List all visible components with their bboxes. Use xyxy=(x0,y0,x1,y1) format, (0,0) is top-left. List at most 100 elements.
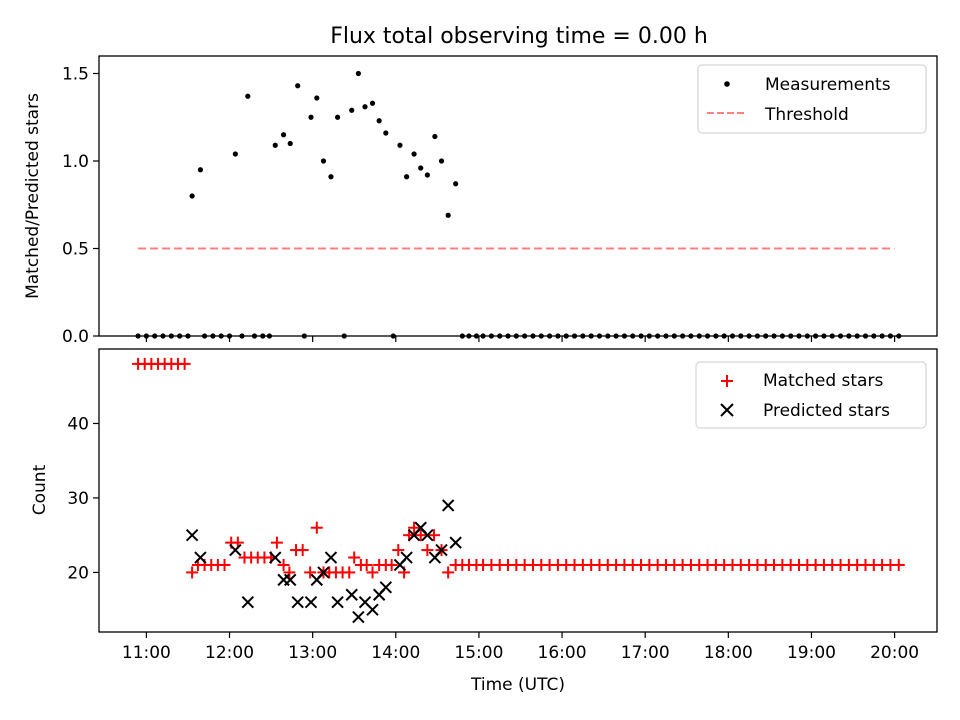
bottom-y-ticks: 20 30 40 xyxy=(67,414,99,583)
matched-star-point xyxy=(218,558,231,571)
y-tick-label: 20 xyxy=(67,563,89,583)
x-tick-label: 15:00 xyxy=(454,643,503,663)
matched-star-point xyxy=(277,558,290,571)
legend-measurements-label: Measurements xyxy=(765,75,891,95)
predicted-star-point xyxy=(400,551,413,564)
measurement-point xyxy=(245,93,251,99)
predicted-star-point xyxy=(435,543,448,557)
bottom-panel: 20 30 40 11:00 12:00 13:00 14:00 15:00 16:00 17:… xyxy=(30,348,938,695)
measurement-point xyxy=(189,193,195,199)
matched-star-point xyxy=(360,558,373,571)
predicted-star-point xyxy=(241,596,255,609)
legend-threshold-label: Threshold xyxy=(764,105,849,125)
x-tick-label: 13:00 xyxy=(288,643,337,663)
measurement-point xyxy=(197,167,204,173)
x-tick-label: 14:00 xyxy=(371,643,420,663)
y-tick-label: 1.5 xyxy=(62,65,89,85)
y-tick-label: 30 xyxy=(67,489,89,509)
legend-predicted-marker xyxy=(720,403,734,417)
top-chart-title: Flux total observing time = 0.00 h xyxy=(330,24,708,49)
measurement-point xyxy=(362,104,368,110)
y-tick-label: 0.5 xyxy=(62,240,89,260)
measurement-point xyxy=(424,172,430,178)
measurement-point xyxy=(438,158,445,164)
measurement-point xyxy=(376,118,382,124)
predicted-star-point xyxy=(284,573,297,587)
legend-predicted-label: Predicted stars xyxy=(763,401,890,421)
bottom-x-ticks: 11:00 12:00 13:00 14:00 15:00 16:00 17:00 18:00… xyxy=(122,632,919,663)
measurement-point xyxy=(280,132,287,138)
top-legend: Measurements Threshold xyxy=(697,64,927,134)
measurement-point xyxy=(369,100,376,106)
top-y-ticks: 0.0 0.5 1.0 1.5 xyxy=(62,65,99,347)
x-tick-label: 18:00 xyxy=(704,643,753,663)
matched-star-point xyxy=(408,521,421,534)
matched-star-point xyxy=(385,558,398,571)
matched-star-point xyxy=(186,566,199,579)
predicted-star-point xyxy=(269,551,282,564)
bottom-y-axis-label: Count xyxy=(30,464,50,515)
matched-star-point xyxy=(414,529,427,542)
matched-star-point xyxy=(343,566,356,579)
measurement-point xyxy=(295,83,301,89)
matched-star-point xyxy=(348,551,361,564)
predicted-star-point xyxy=(291,596,304,609)
measurement-point xyxy=(355,70,361,77)
measurement-point xyxy=(432,133,438,140)
matched-star-point xyxy=(270,536,283,549)
x-tick-label: 19:00 xyxy=(787,643,836,663)
top-x-ticks xyxy=(145,336,896,342)
measurement-point xyxy=(328,174,334,180)
predicted-star-point xyxy=(441,499,455,512)
measurement-point xyxy=(334,114,341,120)
measurement-point xyxy=(232,151,238,157)
predicted-star-point xyxy=(449,536,462,549)
predicted-star-point xyxy=(194,551,207,564)
legend-measurements-marker xyxy=(724,81,730,87)
matched-star-point xyxy=(421,544,434,557)
bottom-x-axis-label: Time (UTC) xyxy=(470,675,565,695)
measurement-point xyxy=(397,142,403,148)
x-tick-label: 17:00 xyxy=(621,643,670,663)
measurement-point xyxy=(411,151,417,157)
bottom-legend: Matched stars Predicted stars xyxy=(695,361,927,429)
matched-star-point xyxy=(310,521,323,534)
top-legend-box xyxy=(697,64,927,134)
matched-star-point xyxy=(178,357,191,370)
x-tick-label: 11:00 xyxy=(122,643,171,663)
x-tick-label: 12:00 xyxy=(205,643,254,663)
x-tick-label: 16:00 xyxy=(538,643,587,663)
matched-star-point xyxy=(392,544,405,557)
matched-star-point xyxy=(366,566,379,579)
matched-star-point xyxy=(442,566,455,579)
measurement-point xyxy=(403,174,410,180)
x-tick-label: 20:00 xyxy=(870,643,919,663)
measurement-point xyxy=(272,142,278,148)
measurement-point xyxy=(349,107,355,113)
predicted-star-point xyxy=(324,551,338,564)
measurement-point xyxy=(418,165,424,171)
bottom-plot-marks xyxy=(132,357,905,624)
predicted-star-point xyxy=(366,603,379,616)
top-panel: 0.0 0.5 1.0 1.5 Matched/Predicted stars Mea… xyxy=(23,55,938,347)
top-plot-frame xyxy=(98,55,938,337)
predicted-star-point xyxy=(185,528,199,542)
measurement-point xyxy=(314,95,320,101)
top-y-axis-label: Matched/Predicted stars xyxy=(23,93,43,299)
predicted-star-point xyxy=(352,610,365,624)
measurement-point xyxy=(383,130,389,136)
matched-star-point xyxy=(296,544,309,557)
matched-star-point xyxy=(283,566,296,579)
measurement-point xyxy=(453,181,459,187)
measurement-point xyxy=(320,158,327,164)
y-tick-label: 40 xyxy=(67,414,89,434)
bottom-legend-box xyxy=(695,361,927,429)
predicted-star-point xyxy=(379,581,393,594)
y-tick-label: 1.0 xyxy=(62,152,89,172)
predicted-star-point xyxy=(317,566,330,579)
predicted-star-point xyxy=(331,596,344,609)
bottom-plot-frame xyxy=(98,348,938,633)
legend-matched-label: Matched stars xyxy=(763,371,883,391)
predicted-star-point xyxy=(304,596,318,609)
